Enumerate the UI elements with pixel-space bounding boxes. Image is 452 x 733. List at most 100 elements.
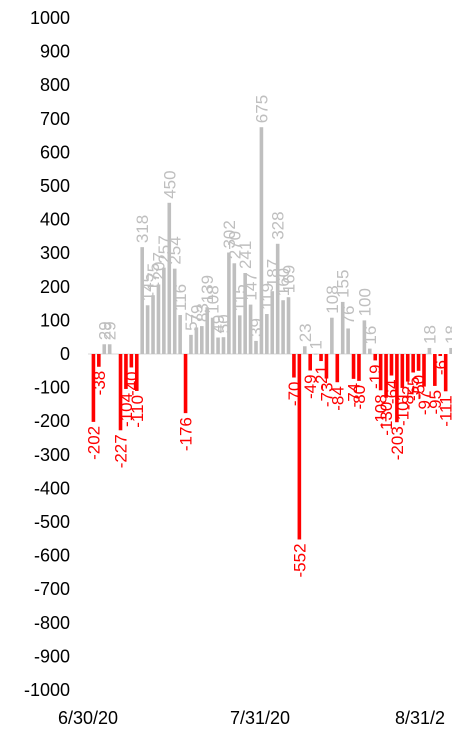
bar [205, 307, 210, 354]
data-label: -82 [399, 386, 418, 411]
y-tick-label: 1000 [30, 8, 70, 28]
bar [297, 354, 302, 540]
y-tick-label: -400 [34, 478, 70, 498]
bar [362, 320, 367, 354]
data-label: -80 [350, 385, 369, 410]
data-label: 100 [355, 288, 374, 316]
bars-layer [91, 127, 452, 540]
bar [216, 337, 220, 354]
bar [389, 354, 394, 376]
y-tick-label: 0 [60, 344, 70, 364]
bar [227, 252, 231, 354]
data-label: -104 [117, 393, 136, 427]
bar [281, 300, 285, 354]
y-tick-label: 400 [40, 210, 70, 230]
bar [107, 344, 112, 354]
data-label: 1 [307, 340, 326, 349]
bar [118, 354, 123, 431]
y-tick-label: -100 [34, 378, 70, 398]
data-label: 23 [296, 323, 315, 342]
bar [151, 295, 155, 354]
bar [373, 354, 378, 361]
data-label: 115 [231, 284, 250, 311]
bar [221, 337, 226, 354]
data-label: 108 [204, 285, 223, 313]
y-tick-label: 700 [40, 109, 70, 129]
bar [416, 354, 421, 371]
bar [102, 344, 107, 354]
data-label: -202 [84, 426, 103, 460]
data-label: 108 [323, 285, 342, 313]
bar [162, 267, 166, 354]
data-label: -110 [128, 395, 147, 428]
data-label: -50 [410, 375, 429, 400]
bar [97, 354, 101, 367]
data-label: 29 [95, 321, 114, 340]
data-label: 16 [361, 326, 380, 345]
bar [302, 346, 307, 354]
data-label: 49 [209, 315, 228, 334]
x-axis-ticks: 6/30/20 7/31/20 8/31/2 [58, 708, 445, 728]
bar [124, 354, 128, 389]
bar [183, 354, 188, 414]
x-tick-label: 6/30/20 [58, 708, 118, 728]
y-tick-label: -600 [34, 546, 70, 566]
data-label: -74 [345, 383, 364, 408]
data-label: 139 [198, 275, 217, 303]
bar [134, 354, 139, 391]
data-label: -227 [112, 434, 131, 468]
data-label: 302 [220, 220, 239, 248]
bar [433, 354, 437, 386]
data-label: 270 [225, 231, 244, 259]
data-label: -49 [301, 374, 320, 399]
y-tick-label: -1000 [24, 680, 70, 700]
bar [292, 354, 296, 378]
bar [335, 354, 340, 383]
y-tick-label: -800 [34, 613, 70, 633]
data-label: 79 [187, 305, 206, 324]
bar [308, 354, 312, 371]
data-label: -101 [393, 392, 412, 426]
y-axis-ticks: 10009008007006005004003002001000-100-200… [24, 8, 70, 700]
y-tick-label: -700 [34, 579, 70, 599]
data-label: 241 [236, 241, 255, 269]
data-label: 257 [155, 235, 174, 263]
bar [167, 202, 172, 354]
bar [189, 334, 193, 354]
bar [438, 354, 443, 357]
data-label: -203 [388, 426, 407, 460]
y-tick-label: -500 [34, 512, 70, 532]
y-tick-label: -200 [34, 411, 70, 431]
data-label: -130 [377, 402, 396, 436]
data-label: 160 [274, 268, 293, 296]
bar [405, 354, 410, 382]
data-label: -21 [312, 365, 331, 390]
data-label: -38 [90, 371, 109, 396]
data-label: 29 [101, 321, 120, 340]
bar [443, 354, 448, 392]
data-label: 119 [258, 283, 277, 310]
bar [232, 263, 237, 354]
bar [340, 301, 345, 354]
bar [259, 127, 264, 354]
data-label: 187 [263, 259, 282, 287]
y-tick-label: 500 [40, 176, 70, 196]
bar [324, 354, 329, 379]
bar [330, 317, 334, 354]
bar [248, 304, 253, 354]
data-label: 318 [133, 215, 152, 243]
data-label: 18 [442, 325, 452, 344]
bar [368, 348, 372, 354]
bar [140, 247, 144, 354]
y-tick-label: 800 [40, 75, 70, 95]
bar [427, 347, 432, 354]
bar [265, 314, 269, 354]
data-label: -6 [431, 360, 450, 375]
data-label: 175 [144, 263, 163, 291]
data-label: 254 [166, 236, 185, 264]
data-label: 169 [280, 265, 299, 293]
bar [156, 284, 161, 354]
bar [194, 327, 199, 354]
data-label: -84 [328, 386, 347, 411]
